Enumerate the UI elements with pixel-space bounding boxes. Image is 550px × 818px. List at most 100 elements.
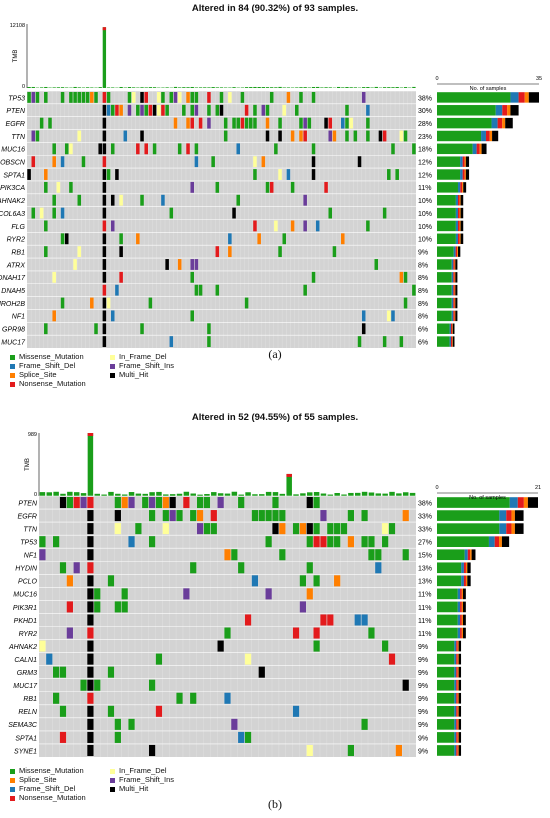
tmb-bar — [31, 86, 35, 88]
mutation-cell — [161, 194, 165, 206]
gene-label: AHNAK2 — [8, 644, 37, 651]
mutation-cell — [345, 104, 349, 116]
tmb-bar — [101, 494, 107, 496]
sample-count-bar-segment — [455, 272, 458, 283]
sample-count-bar-segment — [452, 323, 453, 334]
sample-count-bar-segment — [454, 640, 457, 652]
sample-count-bar-segment — [455, 233, 458, 244]
mutation-cell — [265, 510, 272, 522]
sample-count-bar-segment — [457, 653, 459, 665]
percent-label: 10% — [418, 224, 432, 231]
sample-count-bar-segment — [462, 156, 465, 167]
legend-item: Missense_Mutation — [10, 352, 84, 361]
sample-count-bar-segment — [437, 575, 462, 587]
mutation-cell — [388, 653, 396, 665]
mutation-cell — [228, 246, 232, 258]
mutation-cell — [361, 510, 368, 522]
tmb-bar — [334, 492, 340, 496]
sample-count-bar-segment — [460, 169, 463, 180]
mutation-cell — [35, 130, 40, 142]
mutation-cell — [190, 259, 195, 270]
sample-count-bar-segment — [460, 195, 464, 206]
sample-count-bar-segment — [458, 666, 462, 678]
mutation-cell — [194, 259, 199, 270]
tmb-bar — [183, 491, 190, 496]
sample-count-bar-segment — [437, 523, 500, 534]
sample-count-bar-segment — [450, 336, 453, 347]
mutation-cell — [210, 510, 217, 522]
mutation-cell — [136, 104, 140, 116]
legend-item: In_Frame_Del — [110, 766, 167, 775]
sample-count-bar-segment — [462, 601, 466, 613]
bar-tick-label: 21 — [535, 485, 541, 491]
sample-count-bar-segment — [458, 719, 462, 730]
tmb-bar — [52, 87, 56, 88]
sample-count-bar-segment — [460, 182, 463, 193]
mutation-cell — [106, 92, 111, 103]
mutation-cell — [102, 297, 107, 309]
sample-count-bar-segment — [465, 156, 470, 167]
legend-item: Frame_Shift_Del — [10, 361, 75, 370]
mutation-cell — [286, 169, 291, 180]
mutation-cell — [110, 143, 115, 155]
mutation-cell — [324, 181, 328, 193]
sample-count-bar-segment — [437, 562, 462, 574]
mutation-cell — [306, 536, 313, 548]
sample-count-bar-segment — [476, 143, 480, 155]
tmb-bar — [402, 492, 409, 496]
tmb-bar — [336, 86, 341, 88]
mutation-cell — [106, 169, 111, 180]
mutation-cell — [110, 104, 115, 116]
sample-count-bar-segment — [514, 510, 524, 521]
gene-label: PIK3CA — [0, 185, 25, 192]
tmb-bar — [327, 494, 334, 496]
mutation-cell — [251, 575, 259, 587]
tmb-bar — [349, 87, 353, 88]
legend-item: Splice_Site — [10, 775, 57, 784]
tmb-bar — [198, 87, 203, 88]
sample-count-bar-segment — [456, 679, 458, 691]
mutation-cell — [265, 104, 270, 116]
mutation-cell — [102, 130, 107, 142]
mutation-cell — [183, 588, 190, 600]
mutation-cell — [140, 104, 144, 116]
mutation-cell — [306, 562, 313, 574]
mutation-cell — [77, 130, 82, 142]
tmb-bar — [85, 87, 90, 88]
tmb-bar — [173, 86, 178, 88]
gene-label: SEMA3C — [8, 722, 38, 729]
mutation-cell — [382, 130, 387, 142]
tmb-bar — [278, 86, 282, 88]
sample-count-bar-segment — [502, 105, 508, 116]
mutation-cell — [60, 156, 65, 168]
sample-count-bar-segment — [455, 310, 458, 322]
sample-count-bar-segment — [437, 284, 452, 296]
tmb-bar — [313, 492, 320, 496]
mutation-cell — [303, 194, 307, 206]
oncoplot-a: TMB 12108 0 TP53 38% PTEN 30% EGFR 28% TTN 23% MUC1… — [0, 23, 542, 348]
sample-count-bar-segment — [459, 233, 461, 244]
percent-label: 9% — [418, 696, 428, 703]
mutation-cell — [102, 181, 107, 193]
percent-label: 9% — [418, 683, 428, 690]
mutation-cell — [60, 233, 65, 245]
mutation-cell — [278, 130, 282, 142]
tmb-bar — [90, 87, 94, 88]
tmb-bar — [382, 87, 387, 88]
sample-count-bar-segment — [452, 323, 455, 334]
sample-count-bar-segment — [460, 588, 462, 600]
percent-label: 15% — [418, 553, 432, 560]
mutation-cell — [140, 92, 144, 103]
sample-count-bar-segment — [458, 745, 462, 756]
sample-count-bar-segment — [462, 614, 466, 626]
mutation-cell — [340, 523, 348, 535]
sample-count-bar-segment — [437, 601, 458, 613]
mutation-cell — [102, 233, 107, 245]
mutation-cell — [190, 92, 195, 103]
mutation-cell — [144, 104, 149, 116]
gene-label: GRM3 — [17, 670, 37, 677]
gene-label: MROH2B — [0, 301, 25, 308]
mutation-cell — [102, 143, 107, 155]
mutation-cell — [341, 233, 345, 245]
mutation-cell — [177, 143, 182, 155]
